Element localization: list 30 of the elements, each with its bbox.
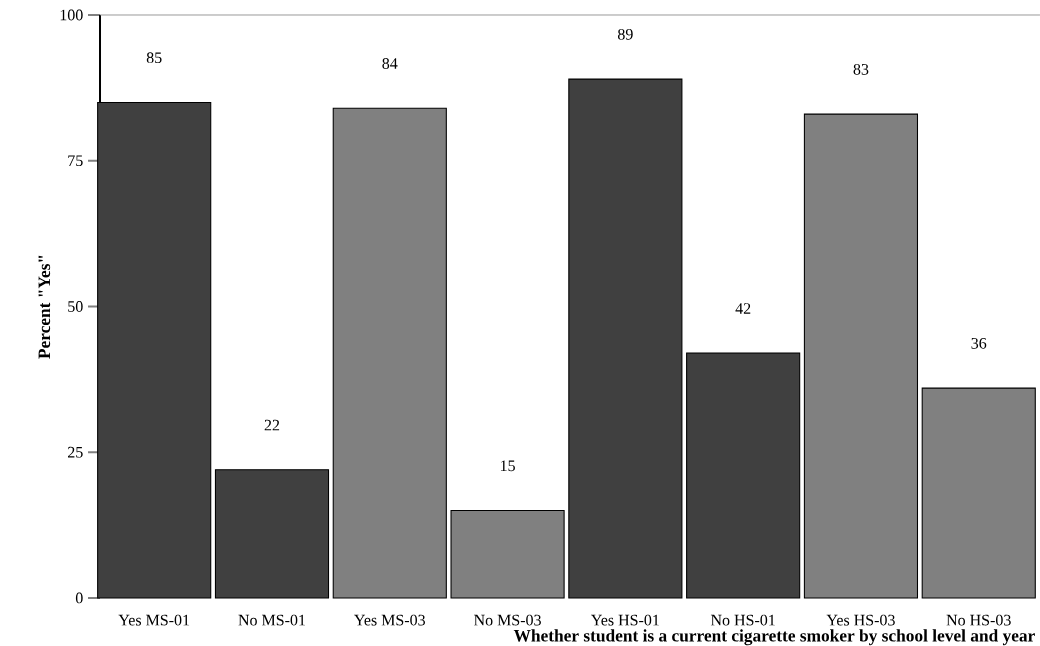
y-axis-title: Percent "Yes" — [38, 255, 51, 359]
x-tick-label: Yes MS-01 — [118, 614, 190, 626]
data-label: 42 — [735, 303, 751, 314]
data-label: 36 — [971, 337, 987, 349]
y-tick-label: 0 — [75, 592, 83, 604]
data-label: 15 — [500, 460, 515, 472]
y-tick-label: 75 — [68, 155, 83, 167]
x-axis-title: Whether student is a current cigarette smoker by school level and year — [513, 629, 1035, 646]
data-label: 84 — [382, 58, 398, 69]
bar — [450, 510, 565, 599]
x-tick-label: No HS-03 — [946, 614, 1011, 626]
x-tick-label: Yes MS-03 — [354, 614, 425, 626]
y-tick-label: 100 — [60, 9, 83, 21]
x-tick-label: No HS-01 — [710, 614, 775, 626]
y-tick-label: 50 — [68, 301, 83, 312]
x-tick-label: No MS-01 — [238, 614, 306, 626]
y-tick-label: 25 — [68, 446, 83, 458]
data-label: 83 — [853, 63, 869, 75]
data-label: 89 — [617, 28, 633, 40]
data-label: 22 — [264, 419, 280, 431]
bar — [568, 78, 683, 599]
bar — [686, 352, 801, 599]
x-tick-label: Yes HS-01 — [591, 614, 659, 626]
bar — [214, 469, 330, 599]
x-tick-label: Yes HS-03 — [826, 614, 895, 626]
x-tick-label: No MS-03 — [474, 614, 541, 626]
bar — [921, 387, 1036, 599]
bar — [803, 113, 919, 599]
bar — [332, 107, 447, 599]
data-label: 85 — [146, 52, 162, 64]
